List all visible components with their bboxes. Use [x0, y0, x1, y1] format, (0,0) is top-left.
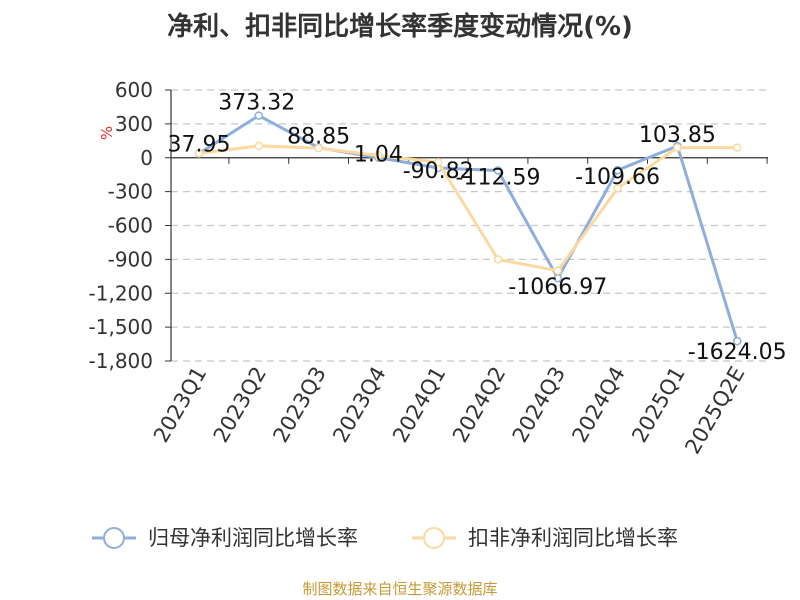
data-label: 37.95 [168, 132, 231, 157]
series-2-point [493, 255, 503, 264]
x-tick-label: 2023Q3 [268, 363, 330, 447]
series-line-2 [198, 144, 738, 273]
series-2-point [433, 158, 443, 167]
y-tick-label: -300 [108, 180, 153, 204]
data-label: -1066.97 [508, 275, 607, 300]
x-tick-label: 2024Q4 [567, 363, 629, 447]
x-tick-label: 2024Q2 [448, 363, 510, 447]
x-tick-label: 2025Q2E [680, 363, 749, 459]
y-axis-unit-label: % [98, 126, 116, 140]
series-2-point [732, 143, 742, 152]
source-note: 制图数据来自恒生聚源数据库 [302, 580, 498, 598]
x-tick-label: 2023Q4 [328, 363, 390, 447]
x-tick-label: 2023Q2 [209, 363, 271, 447]
series-2-point [673, 143, 682, 152]
chart-title: 净利、扣非同比增长率季度变动情况(%) [167, 12, 633, 42]
legend-marker-icon [103, 527, 125, 549]
legend-label: 归母净利润同比增长率 [148, 526, 358, 550]
grid-lines [171, 89, 768, 362]
series-1-point [613, 165, 622, 175]
y-tick-label: 0 [140, 146, 153, 170]
y-tick-label: 300 [115, 112, 153, 136]
y-tick-label: -1,800 [89, 349, 153, 373]
y-tick-label: 600 [115, 78, 153, 102]
series-2-point [613, 183, 622, 193]
x-tick-label: 2024Q3 [508, 363, 570, 447]
y-tick-label: -900 [108, 247, 153, 271]
x-tick-label: 2025Q1 [627, 363, 689, 447]
series-1-point [732, 336, 742, 346]
series-lines [194, 111, 742, 346]
series-2-point [374, 151, 383, 160]
data-label: 373.32 [218, 91, 295, 116]
x-tick-label: 2024Q1 [388, 363, 450, 447]
data-label: 88.85 [287, 125, 350, 150]
y-tick-label: -1,500 [89, 315, 153, 339]
data-label: 103.85 [639, 123, 716, 148]
data-labels: 37.95 373.32 88.851.04-90.82-112.59 -1066.9… [168, 91, 787, 366]
data-label: -1624.05 [688, 340, 787, 365]
series-2-point [254, 141, 264, 151]
y-tick-label: -1,200 [89, 281, 153, 305]
series-1-point [493, 166, 503, 175]
x-tick-label: 2023Q1 [149, 363, 211, 447]
data-label: -112.59 [456, 165, 541, 190]
data-label: -90.82 [403, 159, 474, 184]
series-line-1 [198, 114, 739, 342]
series-2-point [553, 266, 563, 275]
legend-item-1[interactable]: 归母净利润同比增长率 [92, 526, 358, 550]
y-tick-label: -600 [108, 214, 153, 238]
legend-item-2[interactable]: 扣非净利润同比增长率 [412, 526, 678, 550]
series-1-point [254, 111, 264, 120]
legend-marker-icon [423, 527, 445, 549]
legend[interactable]: 归母净利润同比增长率 扣非净利润同比增长率 [92, 526, 678, 550]
series-2-point [194, 148, 204, 158]
data-label: -109.66 [575, 165, 660, 190]
series-2-point [314, 143, 323, 153]
legend-label: 扣非净利润同比增长率 [468, 526, 678, 550]
data-label: 1.04 [354, 143, 403, 168]
